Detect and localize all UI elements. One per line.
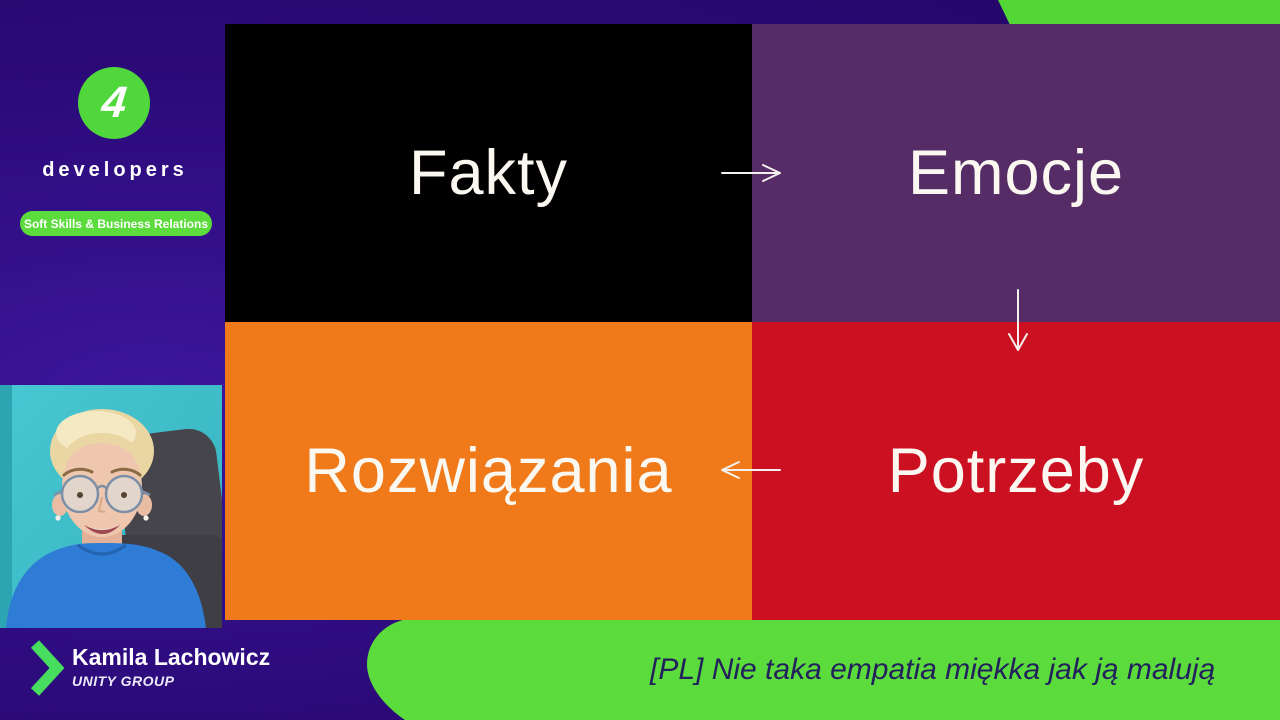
eyebrow-left xyxy=(62,467,94,477)
earring-left xyxy=(55,515,61,521)
quadrant-rozwiazania: Rozwiązania xyxy=(225,322,752,620)
speaker-company: UNITY GROUP xyxy=(72,673,175,689)
wall-shadow xyxy=(0,385,12,628)
speaker-webcam xyxy=(0,385,222,628)
logo-wordmark: developers xyxy=(42,159,188,181)
earring-right xyxy=(143,515,149,521)
speaker-name: Kamila Lachowicz xyxy=(72,644,271,670)
quadrant-fakty: Fakty xyxy=(225,24,752,322)
logo-number: 4 xyxy=(99,78,129,127)
talk-banner-shape xyxy=(367,620,1280,720)
neckline xyxy=(77,543,127,556)
track-badge: Soft Skills & Business Relations xyxy=(20,211,212,236)
talk-title: [PL] Nie taka empatia miękka jak ją malu… xyxy=(650,653,1216,686)
4developers-logo: 4 xyxy=(78,67,150,139)
quadrant-label: Potrzeby xyxy=(887,436,1145,506)
quadrant-label: Fakty xyxy=(408,138,569,208)
quadrant-label: Emocje xyxy=(907,138,1125,208)
blue-top xyxy=(6,543,206,628)
quadrant-emocje: Emocje xyxy=(752,24,1280,322)
quadrant-label: Rozwiązania xyxy=(304,436,673,506)
eyebrow-right xyxy=(110,467,142,477)
chevron-right-icon xyxy=(30,640,64,696)
quadrant-potrzeby: Potrzeby xyxy=(752,322,1280,620)
nose xyxy=(97,496,106,513)
eye-right xyxy=(121,492,127,498)
speaker-figure xyxy=(6,409,206,628)
top-right-accent-shape xyxy=(998,0,1280,27)
slide-quadrants: Fakty Emocje Rozwiązania Potrzeby xyxy=(225,24,1280,620)
eye-left xyxy=(77,492,83,498)
mouth xyxy=(84,525,120,534)
